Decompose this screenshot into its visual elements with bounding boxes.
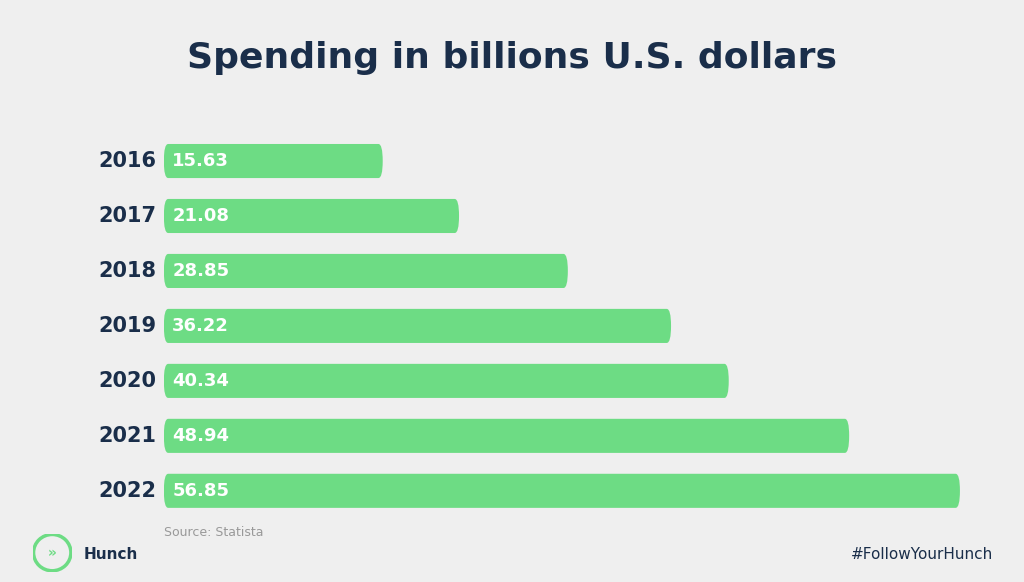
Text: 48.94: 48.94: [172, 427, 229, 445]
Text: 15.63: 15.63: [172, 152, 229, 170]
Text: Source: Statista: Source: Statista: [164, 526, 263, 539]
FancyBboxPatch shape: [164, 199, 459, 233]
Text: 2017: 2017: [99, 206, 157, 226]
Text: Hunch: Hunch: [84, 546, 138, 562]
FancyBboxPatch shape: [164, 254, 568, 288]
Text: Spending in billions U.S. dollars: Spending in billions U.S. dollars: [187, 41, 837, 74]
Text: 2020: 2020: [99, 371, 157, 391]
Text: #FollowYourHunch: #FollowYourHunch: [851, 546, 993, 562]
Text: »: »: [48, 545, 56, 560]
Text: 2019: 2019: [98, 316, 157, 336]
Text: 2021: 2021: [99, 426, 157, 446]
Text: 56.85: 56.85: [172, 482, 229, 500]
Text: 40.34: 40.34: [172, 372, 229, 390]
FancyBboxPatch shape: [164, 144, 383, 178]
Text: 2018: 2018: [99, 261, 157, 281]
Text: 2022: 2022: [99, 481, 157, 501]
Text: 36.22: 36.22: [172, 317, 229, 335]
Text: 28.85: 28.85: [172, 262, 229, 280]
FancyBboxPatch shape: [164, 309, 671, 343]
Text: 2016: 2016: [99, 151, 157, 171]
FancyBboxPatch shape: [164, 474, 959, 508]
Text: 21.08: 21.08: [172, 207, 229, 225]
FancyBboxPatch shape: [164, 364, 729, 398]
FancyBboxPatch shape: [164, 419, 849, 453]
